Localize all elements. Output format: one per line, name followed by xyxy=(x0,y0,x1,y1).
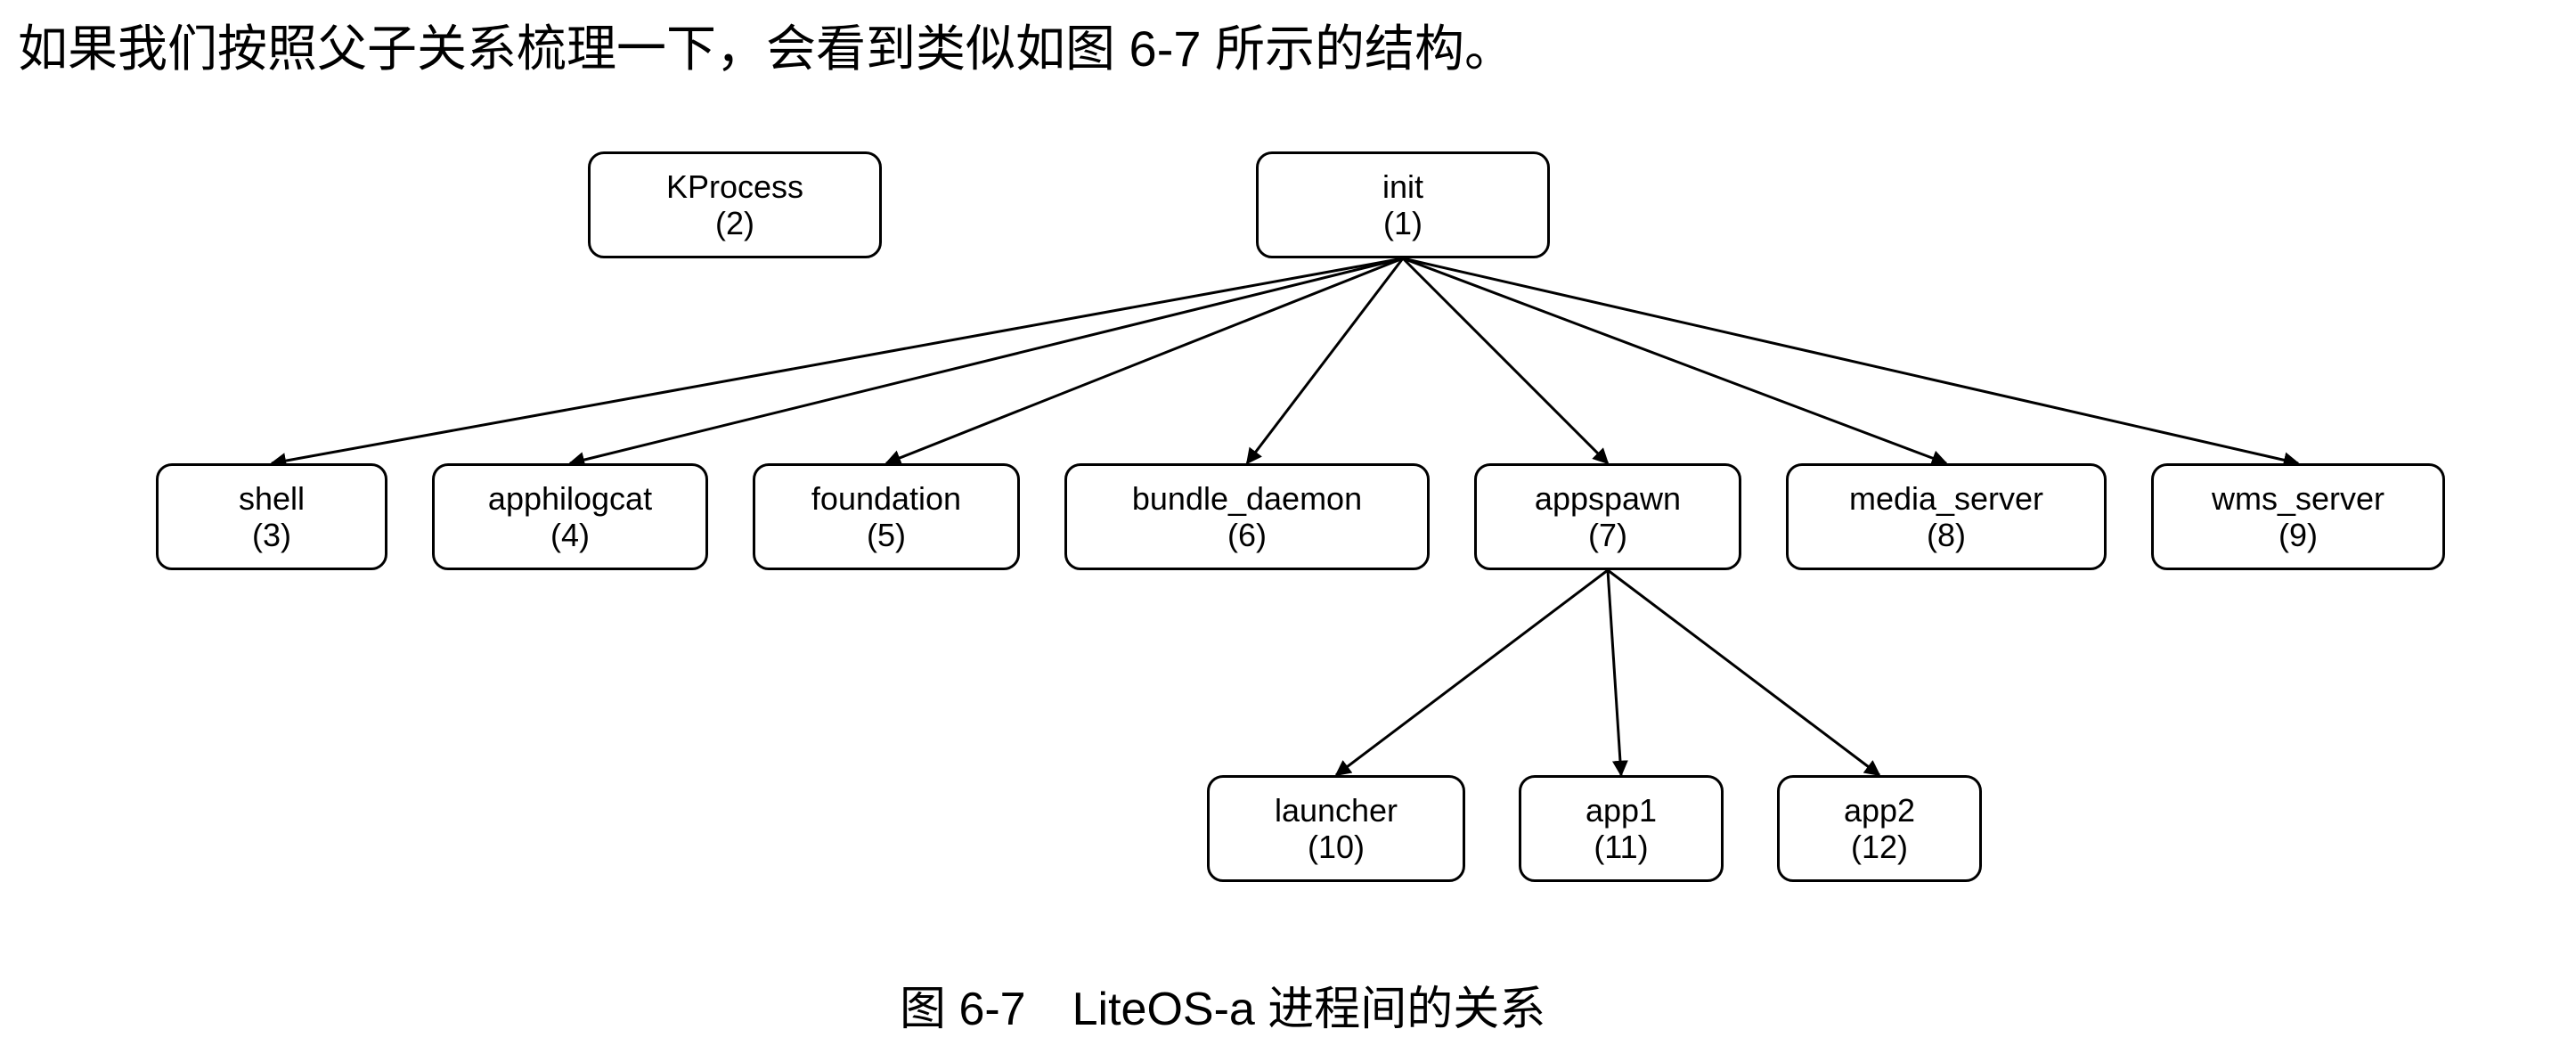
node-media_server: media_server(8) xyxy=(1786,463,2107,570)
node-kprocess: KProcess(2) xyxy=(588,151,882,258)
node-kprocess-label: KProcess xyxy=(666,168,803,205)
node-wms_server: wms_server(9) xyxy=(2151,463,2445,570)
node-launcher: launcher(10) xyxy=(1207,775,1465,882)
node-kprocess-sub: (2) xyxy=(715,205,754,241)
node-shell: shell(3) xyxy=(156,463,387,570)
node-app2-label: app2 xyxy=(1844,792,1915,829)
node-init: init(1) xyxy=(1256,151,1550,258)
node-appspawn-label: appspawn xyxy=(1535,480,1681,517)
node-app2: app2(12) xyxy=(1777,775,1982,882)
node-app1-label: app1 xyxy=(1586,792,1657,829)
node-appspawn: appspawn(7) xyxy=(1474,463,1741,570)
figure-caption: 图 6-7 LiteOS-a 进程间的关系 xyxy=(900,971,1545,1038)
node-app1: app1(11) xyxy=(1519,775,1724,882)
page-root: 如果我们按照父子关系梳理一下，会看到类似如图 6-7 所示的结构。 KProce… xyxy=(0,0,2576,1062)
node-apphilogcat-label: apphilogcat xyxy=(488,480,652,517)
node-bundle_daemon: bundle_daemon(6) xyxy=(1064,463,1430,570)
node-wms_server-label: wms_server xyxy=(2212,480,2384,517)
node-apphilogcat-sub: (4) xyxy=(550,517,590,553)
edge-init-to-appspawn xyxy=(1403,258,1608,463)
node-launcher-label: launcher xyxy=(1275,792,1398,829)
edge-init-to-media_server xyxy=(1403,258,1946,463)
node-app1-sub: (11) xyxy=(1594,829,1648,865)
edge-init-to-wms_server xyxy=(1403,258,2298,463)
node-foundation-sub: (5) xyxy=(867,517,906,553)
node-app2-sub: (12) xyxy=(1851,829,1908,865)
node-wms_server-sub: (9) xyxy=(2278,517,2318,553)
edge-appspawn-to-app1 xyxy=(1608,570,1621,775)
node-foundation-label: foundation xyxy=(811,480,961,517)
node-apphilogcat: apphilogcat(4) xyxy=(432,463,708,570)
node-foundation: foundation(5) xyxy=(753,463,1020,570)
node-shell-label: shell xyxy=(239,480,305,517)
node-launcher-sub: (10) xyxy=(1308,829,1365,865)
node-media_server-label: media_server xyxy=(1849,480,2043,517)
node-media_server-sub: (8) xyxy=(1927,517,1966,553)
edge-appspawn-to-launcher xyxy=(1336,570,1608,775)
node-shell-sub: (3) xyxy=(252,517,291,553)
node-bundle_daemon-label: bundle_daemon xyxy=(1132,480,1362,517)
edge-appspawn-to-app2 xyxy=(1608,570,1879,775)
node-appspawn-sub: (7) xyxy=(1588,517,1627,553)
node-init-label: init xyxy=(1382,168,1423,205)
node-bundle_daemon-sub: (6) xyxy=(1227,517,1267,553)
node-init-sub: (1) xyxy=(1383,205,1423,241)
edge-init-to-apphilogcat xyxy=(570,258,1403,463)
edge-init-to-shell xyxy=(272,258,1403,463)
